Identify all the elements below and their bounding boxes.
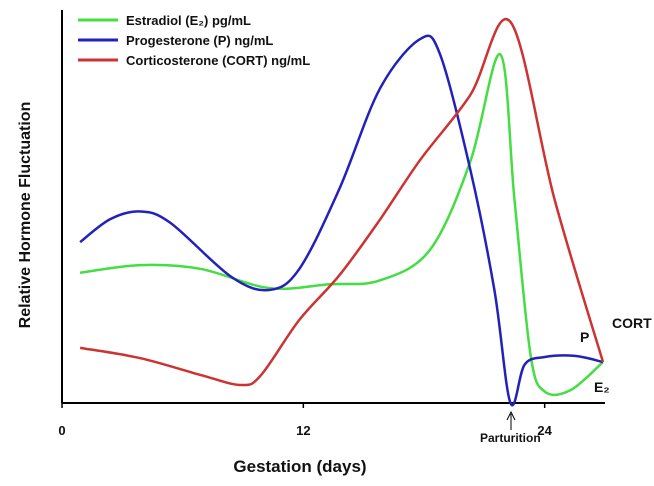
line-series (79, 53, 604, 397)
annotation: E₂ (594, 379, 610, 395)
legend-label: Estradiol (E₂) pg/mL (126, 13, 251, 28)
line-series (79, 34, 604, 407)
x-axis-label: Gestation (days) (233, 457, 366, 476)
arrow-head (506, 410, 516, 421)
x-tick-label: 0 (58, 423, 65, 438)
y-axis-label: Relative Hormone Fluctuation (17, 102, 34, 329)
x-tick-label: 12 (296, 423, 310, 438)
legend-label: Corticosterone (CORT) ng/mL (126, 53, 310, 68)
annotation: Parturition (480, 431, 541, 445)
x-tick-label: 24 (537, 423, 552, 438)
line-series (79, 17, 605, 387)
legend-label: Progesterone (P) ng/mL (126, 33, 273, 48)
annotation: CORT (612, 315, 652, 331)
annotation: P (580, 329, 589, 345)
